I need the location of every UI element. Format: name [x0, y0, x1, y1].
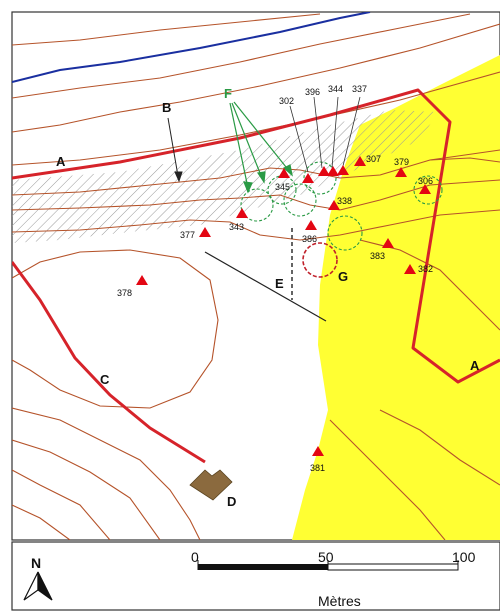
f-arrows [229, 101, 293, 194]
marker-377 [199, 227, 211, 237]
scale-label-0: 0 [191, 549, 199, 565]
label-345: 345 [275, 182, 290, 192]
boundary-lines [12, 88, 500, 464]
marker-338 [328, 200, 340, 210]
label-343: 343 [229, 222, 244, 232]
label-c: C [100, 372, 110, 387]
label-337: 337 [352, 84, 367, 94]
marker-382 [404, 264, 416, 274]
label-306: 306 [418, 176, 433, 186]
marker-306 [419, 184, 431, 194]
g-circle [302, 242, 338, 278]
marker-344-b [327, 166, 339, 176]
scale-label-100: 100 [452, 549, 476, 565]
label-b: B [162, 100, 171, 115]
boundary-c [12, 261, 206, 464]
label-381: 381 [310, 463, 325, 473]
river [12, 12, 371, 83]
marker-337 [337, 165, 349, 175]
marker-396 [302, 173, 314, 183]
f-circles [240, 161, 443, 251]
label-344: 344 [328, 84, 343, 94]
b-arrow [167, 117, 183, 183]
label-379: 379 [394, 157, 409, 167]
label-378: 378 [117, 288, 132, 298]
boundary-a [12, 88, 500, 384]
label-307: 307 [366, 154, 381, 164]
legend-border [11, 541, 500, 611]
scale-unit: Mètres [318, 593, 361, 609]
label-e: E [275, 276, 284, 291]
label-386: 386 [302, 234, 317, 244]
label-302: 302 [279, 96, 294, 106]
label-f: F [224, 86, 232, 101]
north-label: N [31, 555, 41, 571]
yellow-zone [292, 55, 500, 540]
label-338: 338 [337, 196, 352, 206]
marker-379 [395, 167, 407, 177]
label-382: 382 [418, 264, 433, 274]
scale-label-50: 50 [318, 549, 334, 565]
marker-381 [312, 446, 324, 456]
marker-307 [354, 156, 366, 166]
label-a-left: A [56, 154, 66, 169]
label-383: 383 [370, 251, 385, 261]
marker-383 [382, 238, 394, 248]
marker-378 [136, 275, 148, 285]
scale-bar [197, 560, 459, 571]
marker-386 [305, 220, 317, 230]
point-markers [136, 156, 431, 456]
marker-343 [236, 208, 248, 218]
marker-344-a [318, 166, 330, 176]
label-396: 396 [305, 87, 320, 97]
leader-lines [289, 96, 361, 173]
label-377: 377 [180, 230, 195, 240]
section-line [204, 251, 327, 322]
label-a-right: A [470, 358, 480, 373]
building-d [189, 469, 233, 501]
label-g: G [338, 269, 348, 284]
marker-302 [278, 168, 290, 178]
north-arrow-icon [23, 571, 53, 601]
label-d: D [227, 494, 236, 509]
